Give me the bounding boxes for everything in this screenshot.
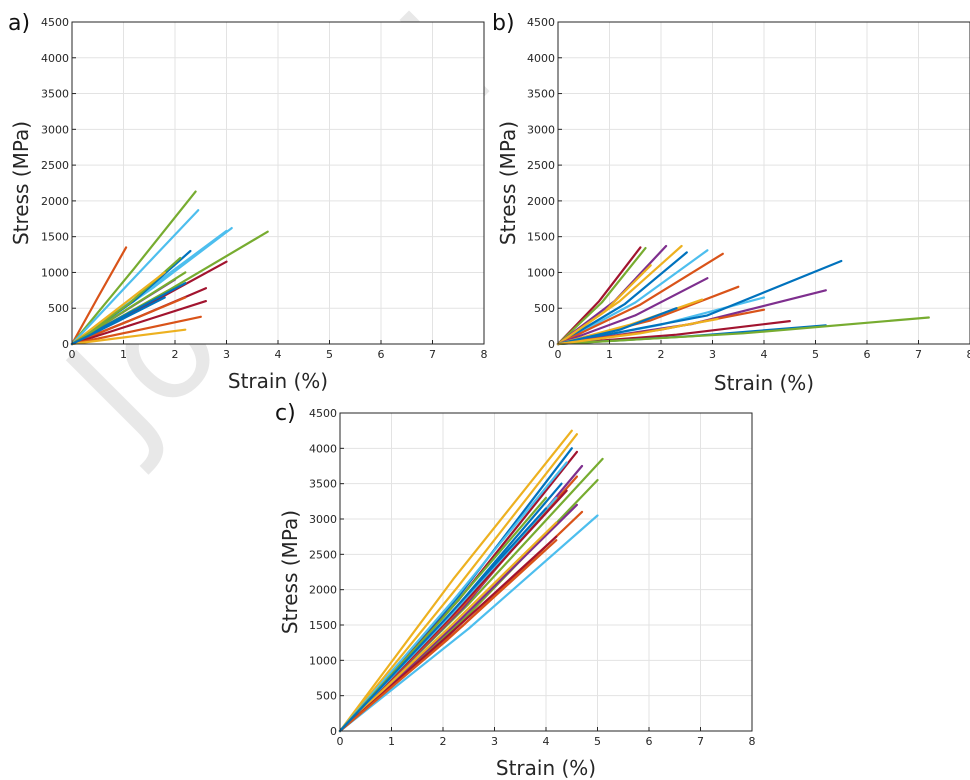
x-tick-label: 3 <box>709 348 716 361</box>
x-tick-label: 7 <box>697 735 704 748</box>
series-line <box>556 247 647 346</box>
x-tick-label: 4 <box>275 348 282 361</box>
y-tick-label: 4000 <box>41 52 69 65</box>
series-line <box>338 507 548 733</box>
series-line <box>556 252 724 346</box>
series-line <box>338 514 599 733</box>
x-tick-label: 1 <box>120 348 127 361</box>
x-tick-label: 1 <box>606 348 613 361</box>
panel-b-chart: 0 1 2 3 4 5 6 7 8 0 500 1000 1500 2000 2500 3000 3500 400… <box>492 11 970 395</box>
series-line <box>556 277 709 346</box>
y-tick-label: 4000 <box>309 442 337 455</box>
series-line <box>70 315 202 346</box>
y-tick-label: 1500 <box>41 231 69 244</box>
x-tick-label: 7 <box>915 348 922 361</box>
y-tick-label: 2000 <box>527 195 555 208</box>
y-tick-label: 2500 <box>527 159 555 172</box>
y-tick-label: 1500 <box>527 231 555 244</box>
panel-label: b) <box>492 11 515 36</box>
y-tick-label: 1000 <box>309 654 337 667</box>
x-tick-label: 5 <box>326 348 333 361</box>
series-line <box>338 433 579 733</box>
y-tick-label: 4000 <box>527 52 555 65</box>
x-tick-label: 3 <box>223 348 230 361</box>
x-tick-label: 0 <box>69 348 76 361</box>
y-tick-label: 2000 <box>309 584 337 597</box>
y-tick-label: 3000 <box>41 123 69 136</box>
x-tick-label: 2 <box>658 348 665 361</box>
series-line <box>338 521 558 733</box>
series-line <box>556 264 652 346</box>
y-tick-label: 2500 <box>41 159 69 172</box>
x-tick-label: 8 <box>481 348 488 361</box>
x-tick-label: 2 <box>172 348 179 361</box>
x-tick-label: 8 <box>967 348 970 361</box>
x-tick-label: 6 <box>378 348 385 361</box>
x-tick-label: 2 <box>440 735 447 748</box>
y-tick-label: 1500 <box>309 619 337 632</box>
y-tick-label: 3000 <box>309 513 337 526</box>
x-tick-label: 8 <box>749 735 756 748</box>
panel-a-chart: 0 1 2 3 4 5 6 7 8 0 500 1000 1500 2000 2500 3000 3500 400… <box>8 11 488 393</box>
y-axis-label: Stress (MPa) <box>496 121 520 245</box>
x-tick-label: 3 <box>491 735 498 748</box>
series-line <box>70 271 187 346</box>
x-tick-label: 1 <box>388 735 395 748</box>
panel-label: c) <box>275 401 296 426</box>
y-axis-label: Stress (MPa) <box>278 510 302 634</box>
x-axis-label: Strain (%) <box>496 756 596 780</box>
series-line <box>70 271 166 346</box>
x-axis-label: Strain (%) <box>228 369 328 393</box>
y-tick-label: 2000 <box>41 195 69 208</box>
series-line <box>70 328 187 346</box>
y-tick-label: 3500 <box>41 88 69 101</box>
y-tick-label: 0 <box>330 725 337 738</box>
series-line <box>556 259 843 346</box>
series-line <box>70 246 128 346</box>
y-tick-label: 500 <box>534 302 555 315</box>
x-tick-label: 5 <box>812 348 819 361</box>
panel-label: a) <box>8 11 30 36</box>
y-tick-label: 4500 <box>41 16 69 29</box>
series-line <box>556 249 709 346</box>
y-tick-label: 500 <box>316 690 337 703</box>
series-line <box>338 461 568 733</box>
series-line <box>556 317 719 346</box>
series-line <box>556 251 688 346</box>
x-tick-label: 5 <box>594 735 601 748</box>
x-tick-label: 0 <box>337 735 344 748</box>
series-line <box>556 316 930 346</box>
series-line <box>338 539 558 733</box>
y-tick-label: 1000 <box>527 266 555 279</box>
x-tick-label: 7 <box>429 348 436 361</box>
y-tick-label: 0 <box>62 338 69 351</box>
y-axis-label: Stress (MPa) <box>9 121 33 245</box>
y-tick-label: 4500 <box>527 16 555 29</box>
x-axis-label: Strain (%) <box>714 371 814 395</box>
x-tick-label: 6 <box>646 735 653 748</box>
series-line <box>556 307 678 346</box>
y-tick-label: 3500 <box>309 478 337 491</box>
x-tick-label: 6 <box>864 348 871 361</box>
series-line <box>70 296 187 346</box>
y-tick-label: 3000 <box>527 123 555 136</box>
series-line <box>70 190 197 346</box>
y-tick-label: 1000 <box>41 266 69 279</box>
series-line <box>338 429 573 733</box>
x-tick-label: 4 <box>761 348 768 361</box>
y-tick-label: 2500 <box>309 548 337 561</box>
series-line <box>70 209 200 346</box>
y-tick-label: 500 <box>48 302 69 315</box>
y-tick-label: 3500 <box>527 88 555 101</box>
y-tick-label: 4500 <box>309 407 337 420</box>
series-line <box>70 296 166 346</box>
panel-c-chart: 0 1 2 3 4 5 6 7 8 0 500 1000 1500 2000 2500 3000 3500 400… <box>275 401 756 780</box>
x-tick-label: 0 <box>555 348 562 361</box>
x-tick-label: 4 <box>543 735 550 748</box>
series-line <box>70 300 207 346</box>
y-tick-label: 0 <box>548 338 555 351</box>
